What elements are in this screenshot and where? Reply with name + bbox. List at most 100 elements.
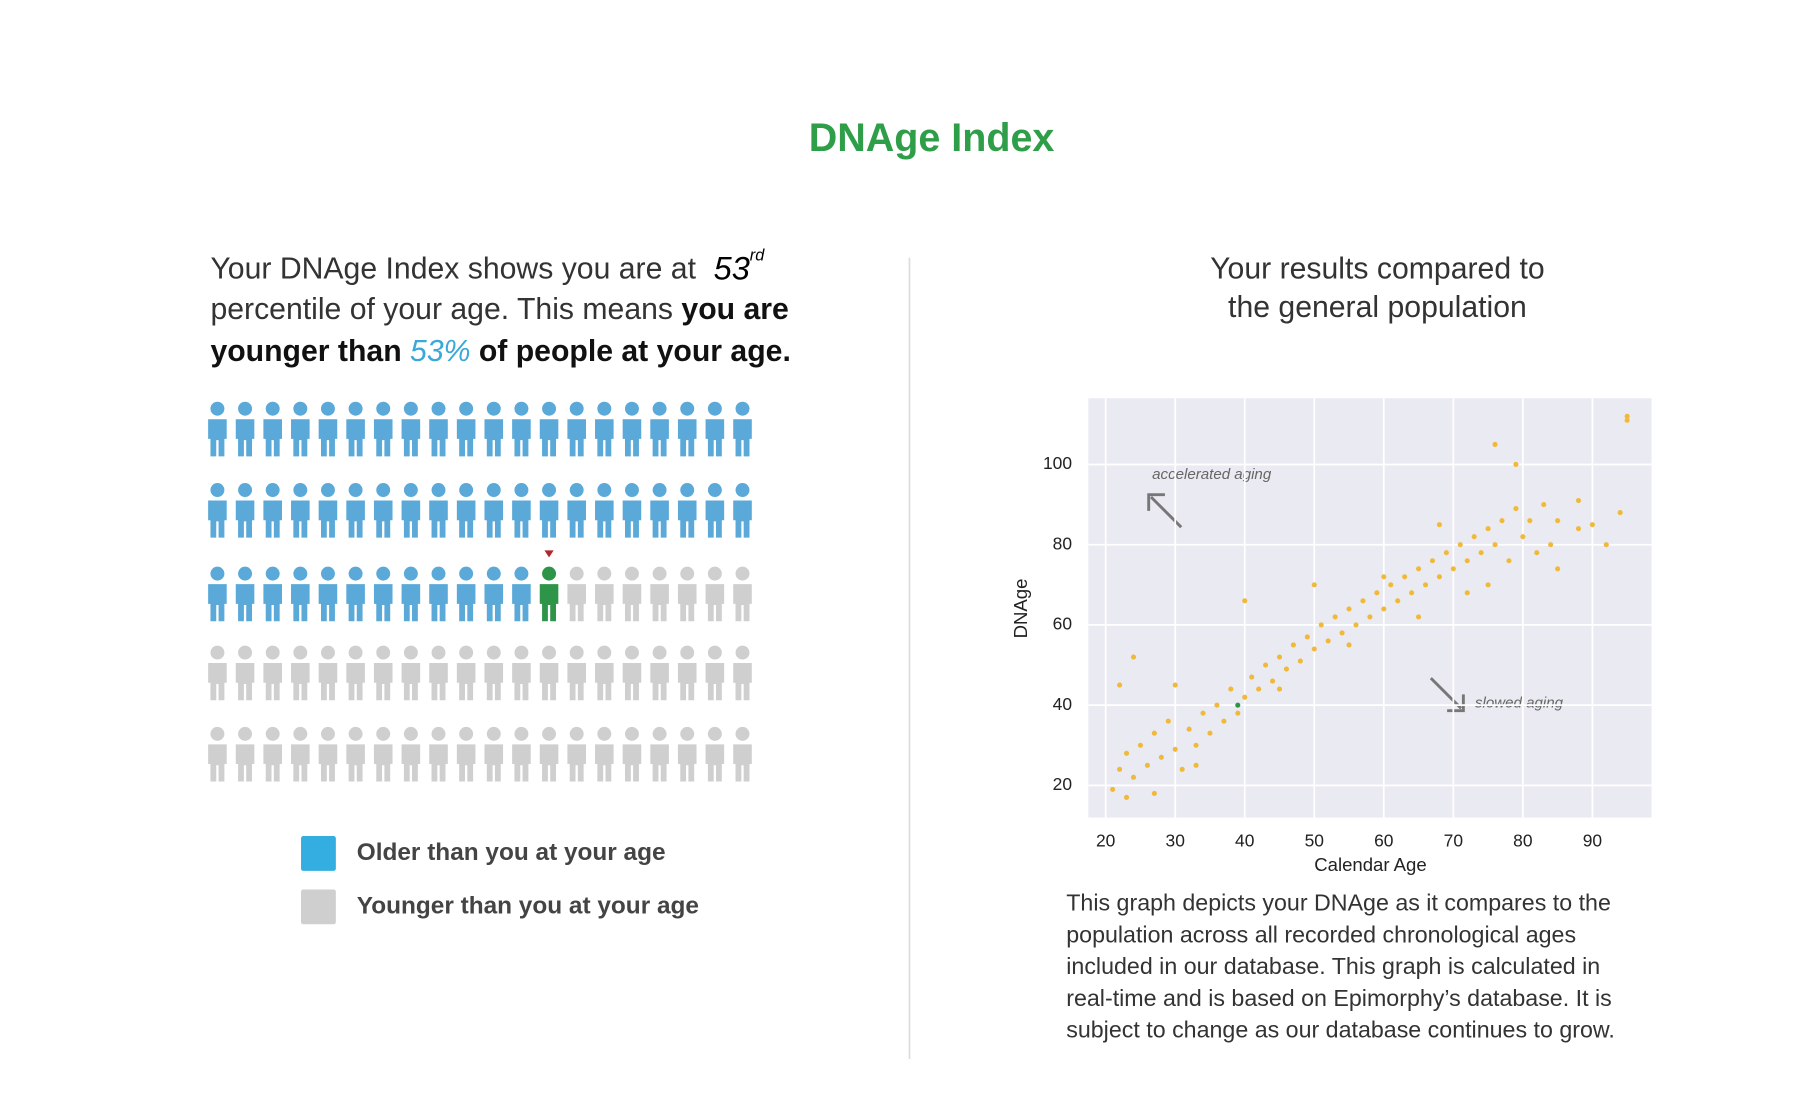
icon-head [376,483,391,497]
point [1513,506,1519,512]
icon-head [542,401,557,416]
caption-line: real-time and is based on Epimorphy’s da… [1066,985,1612,1011]
icon-body [456,584,476,622]
icon-body [263,744,282,782]
icon-head [735,401,750,416]
point [1151,790,1157,796]
icon-head [293,401,308,416]
summary-line: Your DNAge Index shows you are at 53rd [210,247,765,286]
text: younger than [210,335,410,368]
arrow-head [1147,493,1165,511]
icon-head [348,401,363,416]
point [1207,730,1213,736]
point [1123,750,1130,756]
icon-head [320,726,335,741]
person-icon [401,645,421,701]
icon-head [597,401,612,416]
caption-line: population across all recorded chronolog… [1066,921,1576,947]
icon-body [208,500,227,538]
point [1555,518,1561,524]
point [1193,742,1199,748]
icon-body [346,663,365,701]
person-icon [291,483,310,538]
person-icon [373,726,393,782]
point [1304,634,1310,640]
person-icon [429,401,448,457]
icon-head [597,483,612,497]
icon-body [401,500,421,538]
icon-body [291,744,310,782]
icon-body [235,744,255,782]
person-icon [677,566,697,622]
icon-body [650,744,669,782]
icon-head [707,566,722,581]
person-icon [484,645,504,701]
person-icon [318,401,338,457]
icon-head [431,645,446,660]
point [1624,417,1630,423]
person-icon [539,401,559,457]
icon-head [569,483,584,497]
icon-head [624,566,639,581]
person-icon [235,566,255,622]
icon-head [707,726,722,741]
point [1499,518,1505,524]
point [1624,413,1630,419]
point [1541,502,1547,508]
icon-body [733,744,752,782]
icon-head [707,645,722,660]
point [1256,686,1262,692]
icon-body [291,663,310,701]
person-icon [622,726,642,782]
point [1374,590,1380,596]
point [1235,710,1241,716]
icon-body [567,663,586,701]
icon-body [650,663,669,701]
point [1130,654,1137,660]
icon-head [459,401,474,416]
person-icon [677,401,697,457]
point [1311,582,1317,588]
icon-body [318,744,338,782]
icon-body [373,744,393,782]
point [1485,526,1491,532]
point [1165,718,1171,724]
icon-body [346,584,365,622]
person-icon [512,566,531,622]
x-tick-label: 70 [1444,830,1463,850]
point [1464,558,1470,564]
person-icon [595,645,614,701]
icon-body [595,744,614,782]
icon-body [539,584,559,622]
person-icon [208,401,227,457]
icon-head [707,401,722,416]
point [1589,522,1595,528]
person-icon [484,566,504,622]
icon-body [373,663,393,701]
icon-body [705,584,725,622]
person-icon [539,726,559,782]
icon-body [677,744,697,782]
point [1193,762,1199,768]
person-icon [318,726,338,782]
icon-body [263,419,282,457]
point [1548,542,1554,548]
point [1575,498,1582,504]
person-icon [318,566,338,622]
y-tick-label: 60 [1053,614,1072,634]
icon-head [293,483,308,497]
icon-head [542,726,557,741]
icon-head [293,726,308,741]
person-icon [539,566,559,622]
point [1506,558,1512,564]
point [1297,658,1303,664]
icon-head [265,726,280,741]
icon-head [320,645,335,660]
icon-head [431,483,446,497]
person-icon [429,726,448,782]
icon-head [486,726,501,741]
icon-body [677,500,697,538]
icon-body [622,584,642,622]
icon-body [429,500,448,538]
